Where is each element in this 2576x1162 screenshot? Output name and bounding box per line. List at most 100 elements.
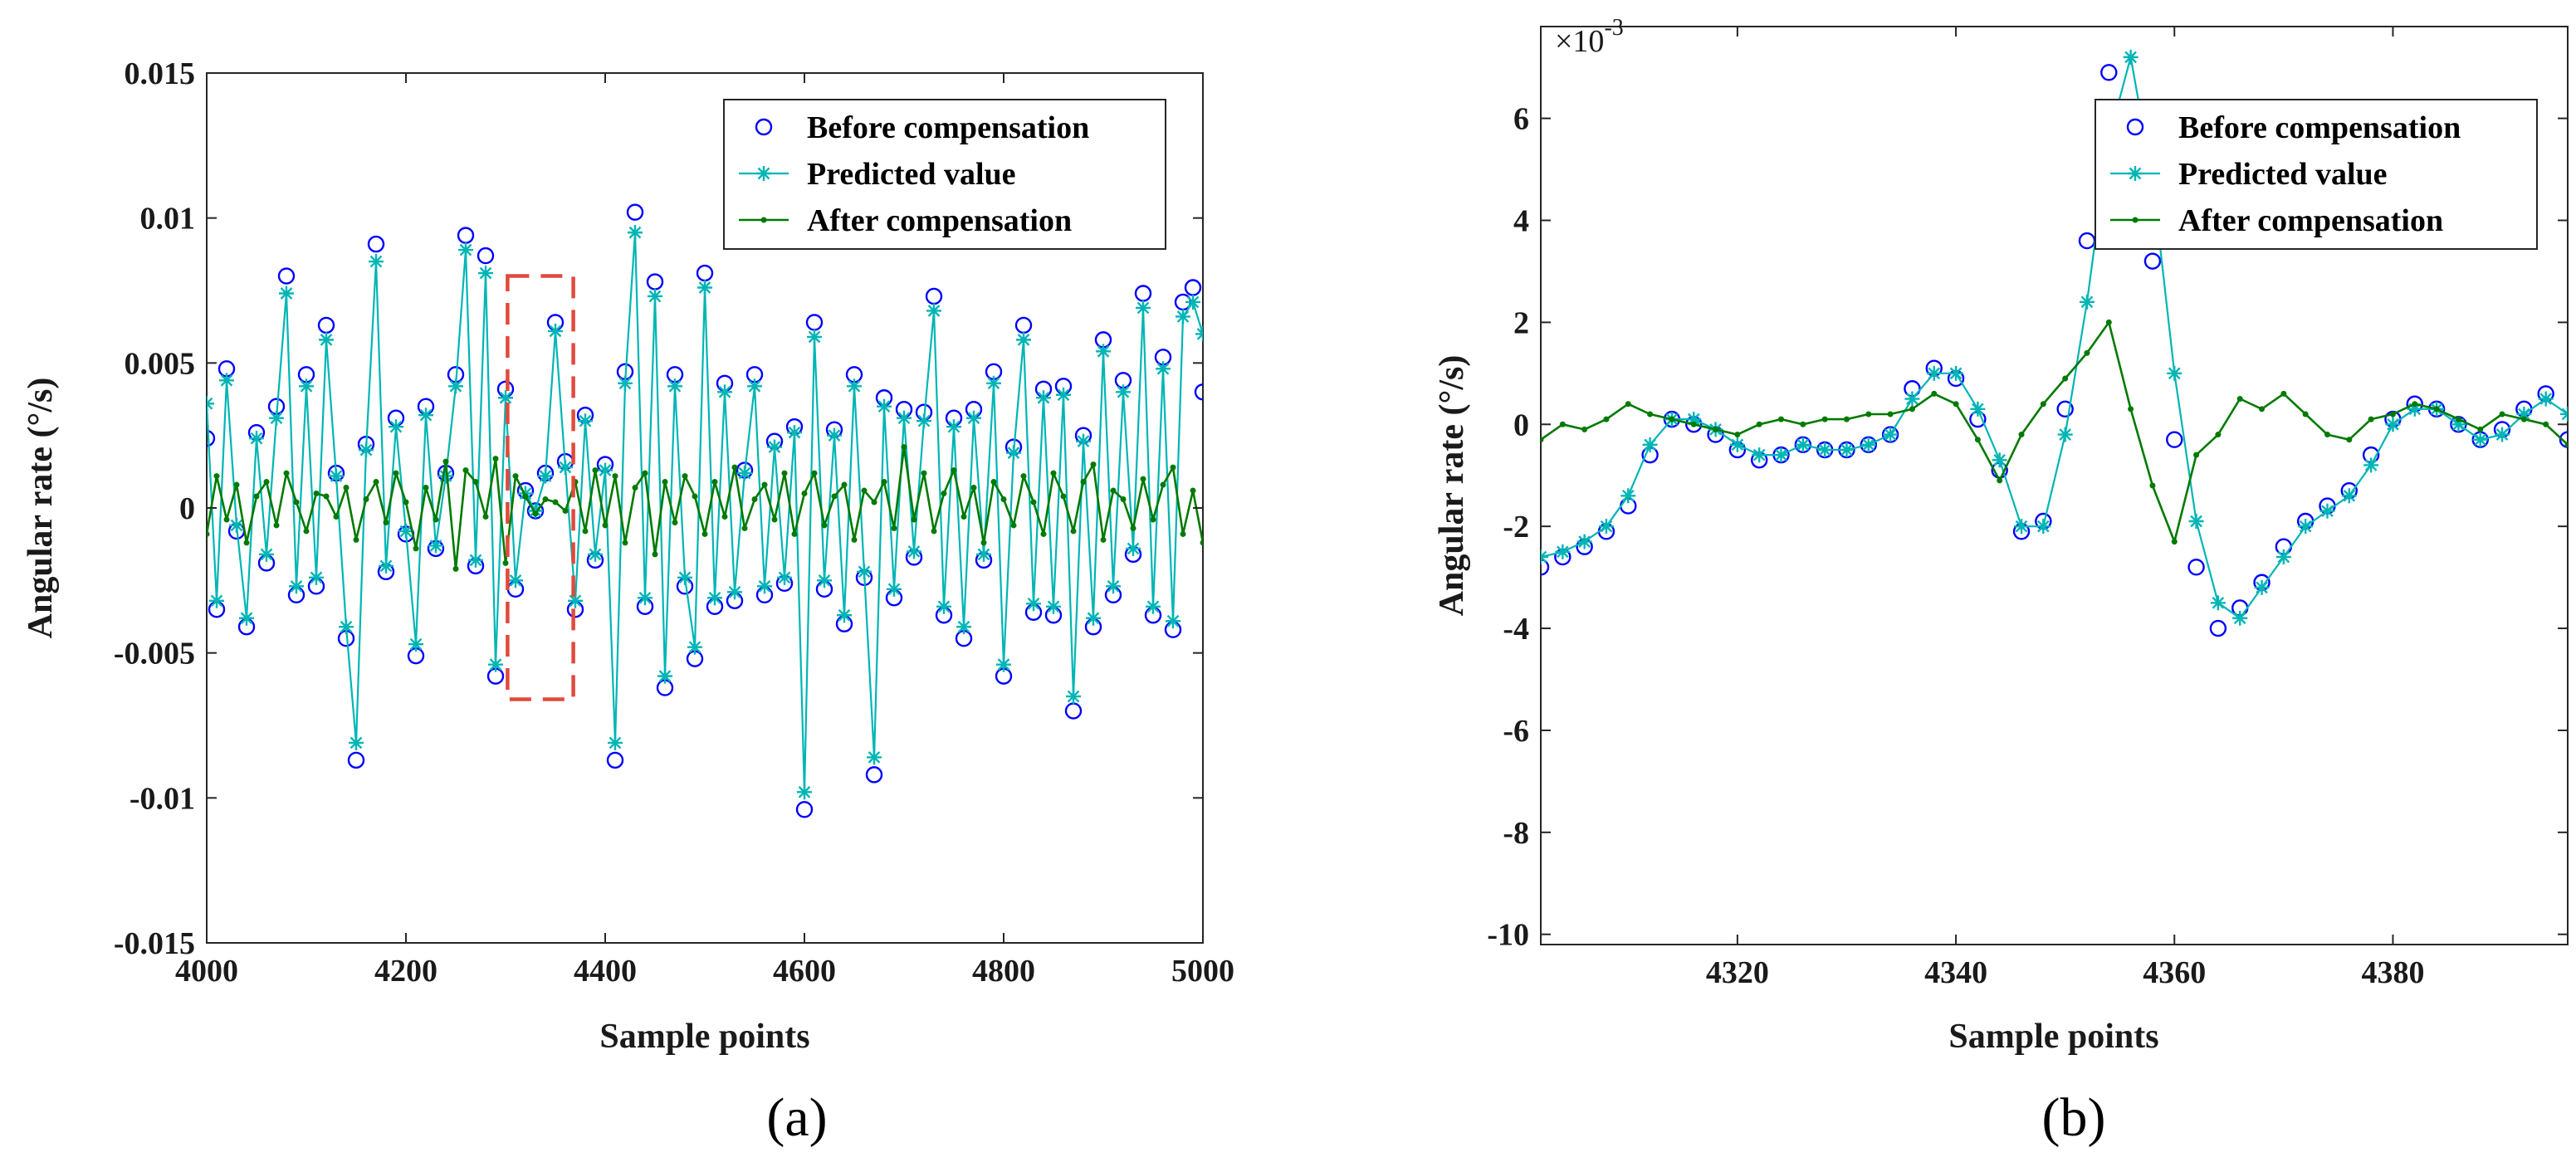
chart-a-point-after-compensation (1110, 487, 1117, 494)
chart-a-point-after-compensation (562, 507, 569, 514)
chart-a-point-predicted-value (917, 413, 931, 429)
chart-a-point-predicted-value (697, 280, 712, 295)
chart-a-x-tick-label: 4200 (374, 954, 437, 989)
chart-a-point-predicted-value (219, 373, 234, 388)
chart-b-point-after-compensation (2433, 406, 2440, 413)
chart-a-point-predicted-value (1066, 689, 1081, 705)
chart-a-point-predicted-value (1136, 300, 1151, 315)
chart-a-point-predicted-value (1116, 384, 1131, 400)
chart-b-point-after-compensation (2018, 432, 2025, 438)
chart-a-point-predicted-value (448, 378, 463, 394)
chart-a-point-predicted-value (1176, 309, 1190, 325)
chart-a-legend-key-after-compensation (739, 217, 789, 223)
chart-a-point-predicted-value (418, 408, 433, 423)
chart-b-point-before-compensation (2559, 431, 2568, 448)
chart-b-point-predicted-value (1970, 401, 1986, 417)
chart-a-x-tick-label: 4600 (773, 954, 836, 989)
chart-a-point-after-compensation (1030, 499, 1037, 505)
chart-b-point-predicted-value (2298, 519, 2314, 535)
chart-a-point-predicted-value (787, 425, 802, 441)
chart-b-point-before-compensation (2056, 400, 2074, 418)
chart-a-point-predicted-value (207, 396, 214, 412)
chart-a-point-after-compensation (502, 559, 509, 566)
chart-b-point-after-compensation (2193, 452, 2200, 458)
chart-a-point-after-compensation (652, 551, 658, 558)
chart-a-y-tick-label: 0 (179, 491, 195, 526)
chart-b-point-before-compensation (2187, 559, 2205, 576)
chart-a-point-predicted-value (946, 419, 961, 435)
chart-b-y-multiplier: ×10-3 (1555, 15, 1624, 59)
chart-a-point-predicted-value (299, 378, 314, 394)
chart-a-point-predicted-value (329, 468, 344, 484)
chart-b-point-predicted-value (2560, 406, 2568, 422)
chart-a-point-predicted-value (1006, 445, 1021, 461)
chart-a-point-predicted-value (797, 784, 812, 800)
chart-a-point-after-compensation (861, 487, 868, 494)
chart-a-point-before-compensation (865, 766, 883, 784)
chart-a-x-tick-label: 5000 (1171, 954, 1234, 989)
chart-b-point-after-compensation (1931, 390, 1938, 397)
chart-b-point-predicted-value (1883, 427, 1899, 442)
chart-b-point-after-compensation (2040, 401, 2046, 408)
chart-a-point-predicted-value (687, 639, 702, 655)
chart-a-y-tick-label: -0.005 (114, 637, 195, 671)
chart-a-highlight-box (506, 274, 575, 701)
chart-b-point-after-compensation (1734, 432, 1741, 438)
chart-a-point-after-compensation (761, 481, 768, 488)
chart-b-point-predicted-value (2385, 417, 2401, 432)
chart-a-point-after-compensation (313, 491, 320, 497)
chart-b-point-after-compensation (1756, 421, 1762, 427)
chart-b-point-predicted-value (1576, 534, 1592, 549)
chart-b-point-predicted-value (2079, 294, 2095, 310)
chart-b-point-after-compensation (2259, 406, 2266, 413)
chart-b-series-layer (1541, 49, 2568, 637)
chart-b-point-after-compensation (1559, 421, 1566, 427)
chart-a-point-predicted-value (956, 619, 971, 635)
chart-b-point-predicted-value (2363, 457, 2379, 473)
chart-a-point-predicted-value (309, 569, 324, 585)
chart-a-point-after-compensation (921, 470, 927, 476)
chart-a-point-after-compensation (841, 481, 848, 488)
chart-a-y-tick-label: 0.015 (125, 56, 196, 91)
chart-a-point-predicted-value (1016, 332, 1031, 348)
chart-a-point-predicted-value (1086, 610, 1101, 626)
chart-a-point-after-compensation (602, 522, 609, 529)
chart-b-point-predicted-value (1817, 442, 1833, 457)
chart-a-point-after-compensation (243, 540, 250, 546)
chart-b: 4320 4340 4360 4380 -10 -8 -6 -4 -2 0 2 4 6 ×10-3 Sa… (1433, 15, 2569, 1148)
chart-a-legend: Before compensation Predicted value Afte… (723, 99, 1166, 250)
chart-a-point-predicted-value (319, 332, 334, 348)
chart-a-point-after-compensation (951, 467, 957, 474)
chart-a-y-tick-label: 0.01 (140, 202, 196, 237)
chart-a-legend-label-after: After compensation (807, 203, 1072, 238)
chart-b-point-after-compensation (1647, 411, 1654, 417)
chart-a-point-predicted-value (1156, 361, 1171, 377)
chart-a-point-predicted-value (279, 286, 294, 301)
chart-b-point-predicted-value (2167, 365, 2183, 381)
chart-b-legend-label-predicted: Predicted value (2178, 157, 2388, 192)
chart-b-point-after-compensation (2520, 416, 2527, 422)
chart-a-point-after-compensation (672, 519, 678, 525)
chart-b-tick-layer: 4320 4340 4360 4380 -10 -8 -6 -4 -2 0 2 4 6 (1487, 27, 2568, 990)
chart-a-point-after-compensation (851, 536, 858, 543)
chart-b-legend-marker-before-compensation (2126, 118, 2144, 136)
chart-a-point-predicted-value (996, 657, 1011, 672)
chart-a-point-after-compensation (1070, 528, 1077, 535)
chart-b-point-after-compensation (2543, 421, 2549, 427)
chart-a-point-after-compensation (293, 499, 300, 505)
chart-a-point-after-compensation (1010, 522, 1017, 529)
chart-a-tick-layer: 4000 4200 4400 4600 4800 5000 -0.015 -0.01 -0.00… (114, 56, 1234, 989)
chart-b-point-predicted-value (1752, 447, 1767, 463)
chart-a-point-predicted-value (1146, 598, 1161, 614)
chart-a-point-after-compensation (433, 516, 439, 523)
chart-a-point-after-compensation (711, 479, 718, 486)
chart-a-point-predicted-value (1096, 344, 1111, 359)
chart-b-point-after-compensation (1865, 411, 1872, 417)
chart-a-point-after-compensation (1120, 496, 1127, 503)
chart-b-point-predicted-value (1541, 549, 1548, 565)
chart-a-point-predicted-value (827, 427, 842, 443)
chart-a-point-after-compensation (771, 516, 778, 523)
chart-a-point-before-compensation (277, 267, 296, 285)
chart-a-point-after-compensation (492, 456, 499, 462)
